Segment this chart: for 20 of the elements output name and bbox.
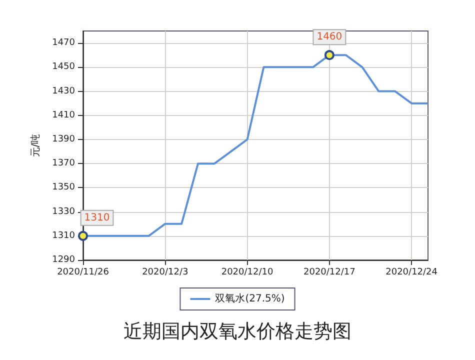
legend-label: 双氧水(27.5%) [215,292,285,304]
y-tick-label: 1470 [52,38,76,48]
y-tick-label: 1330 [52,206,76,217]
y-tick-label: 1410 [52,110,76,120]
text: 近期国内双氧水价格走势图 [124,320,352,342]
y-tick-label: 1310 [52,230,76,241]
x-tick-label: 2020/12/3 [142,268,188,278]
y-tick-label: 1370 [52,158,76,169]
data-label: 1460 [316,32,342,43]
x-tick-label: 2020/12/17 [303,268,356,278]
x-tick-label: 2020/12/24 [386,268,438,278]
y-tick-label: 1450 [52,62,76,72]
data-label: 1310 [84,212,110,224]
y-tick-label: 1390 [52,134,76,144]
x-tick-label: 2020/11/26 [57,268,110,278]
y-tick-label: 1290 [52,255,76,265]
y-tick-label: 1430 [52,86,76,96]
x-tick-label: 2020/12/10 [221,268,274,278]
y-tick-label: 1350 [52,182,76,193]
y-axis-title: 元/吨 [30,134,42,158]
